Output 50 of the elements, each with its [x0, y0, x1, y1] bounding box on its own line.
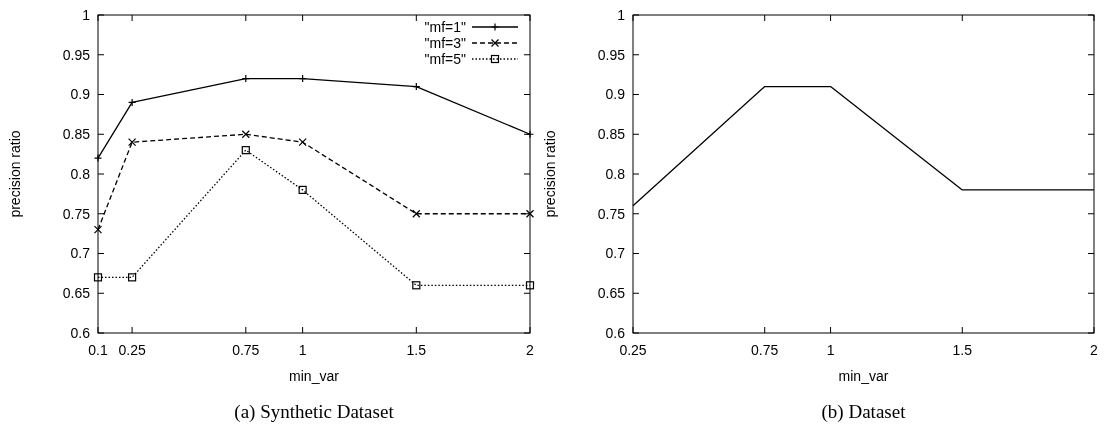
- point: [298, 185, 307, 194]
- y-tick-label: 0.95: [597, 46, 626, 63]
- legend-label: "mf=1": [424, 18, 467, 35]
- y-tick-label: 0.7: [605, 245, 626, 262]
- y-tick-label: 1: [617, 6, 626, 23]
- x-axis-title: min_var: [289, 368, 340, 384]
- point: [93, 273, 103, 282]
- y-tick-label: 0.9: [70, 86, 91, 103]
- x-tick-label: 1.5: [952, 342, 973, 358]
- y-tick-label: 0.85: [597, 126, 626, 143]
- x-tick-label: 1.5: [406, 342, 427, 358]
- point: [412, 281, 421, 290]
- y-tick-label: 0.65: [597, 285, 626, 302]
- point: [241, 130, 250, 139]
- text: (a) Synthetic Dataset: [234, 401, 395, 423]
- point: [298, 138, 307, 147]
- y-tick-label: 0.75: [62, 205, 91, 222]
- x-axis-title: min_var: [838, 368, 889, 384]
- x-tick-label: 0.75: [232, 342, 260, 358]
- y-tick-label: 0.85: [62, 126, 91, 143]
- y-tick-label: 0.6: [605, 324, 626, 341]
- x-tick-label: 0.25: [118, 342, 146, 358]
- x-tick-label: 0.75: [751, 342, 779, 358]
- point: [525, 281, 535, 290]
- x-tick-label: 0.25: [619, 342, 647, 358]
- x-tick-label: 2: [526, 342, 535, 358]
- y-tick-label: 0.8: [605, 165, 626, 182]
- y-tick-label: 0.7: [70, 245, 91, 262]
- y-tick-label: 0.9: [605, 86, 626, 103]
- y-axis-title: precision ratio: [542, 130, 558, 218]
- y-axis-title: precision ratio: [7, 130, 23, 218]
- y-tick-label: 1: [82, 6, 91, 23]
- x-tick-label: 2: [1090, 342, 1099, 358]
- point: [128, 273, 137, 282]
- y-tick-label: 0.95: [62, 46, 91, 63]
- x-tick-label: 1: [298, 342, 307, 358]
- legend-label: "mf=5": [424, 50, 467, 67]
- point: [525, 209, 535, 218]
- x-tick-label: 0.1: [88, 342, 108, 358]
- point: [128, 138, 137, 147]
- y-tick-label: 0.65: [62, 285, 91, 302]
- legend-label: "mf=3": [424, 34, 467, 51]
- y-tick-label: 0.8: [70, 165, 91, 182]
- point: [412, 209, 421, 218]
- text: (b) Dataset: [821, 401, 907, 423]
- x-tick-label: 1: [826, 342, 835, 358]
- point: [93, 225, 103, 234]
- point: [241, 146, 250, 155]
- y-tick-label: 0.75: [597, 205, 626, 222]
- y-tick-label: 0.6: [70, 324, 91, 341]
